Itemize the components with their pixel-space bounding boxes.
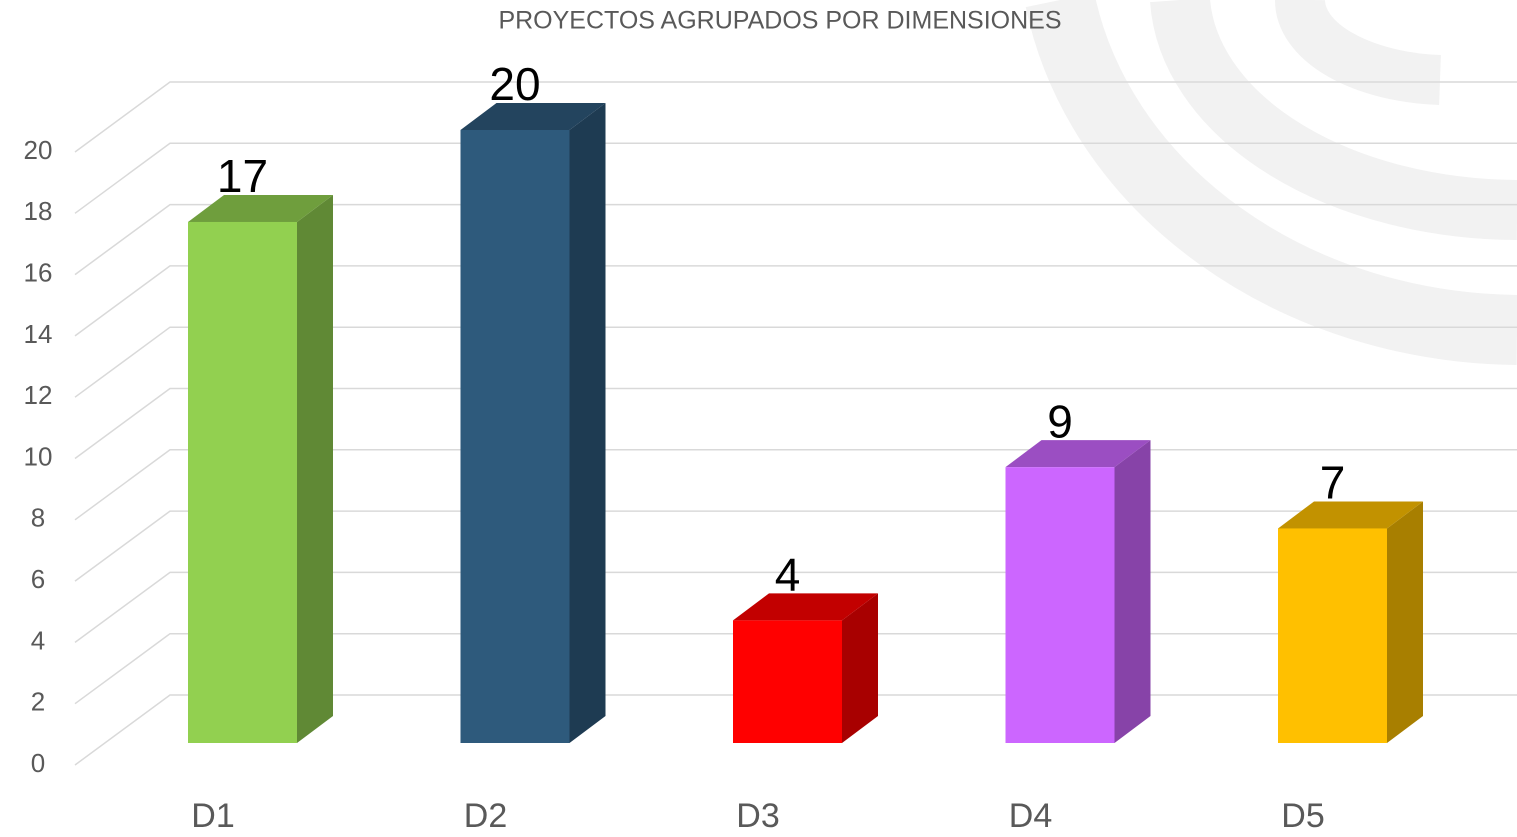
bar-top — [1005, 440, 1151, 468]
grid-line — [74, 203, 1517, 276]
y-tick-label: 4 — [31, 625, 45, 655]
background-decoration — [1025, 0, 1517, 365]
y-tick-label: 18 — [24, 196, 53, 226]
bar-side — [1114, 440, 1151, 743]
data-label: 7 — [1320, 457, 1346, 509]
y-tick-label: 6 — [31, 564, 45, 594]
bar-top — [1278, 501, 1423, 529]
grid-line — [74, 387, 1517, 460]
bar — [1278, 528, 1387, 743]
chart-title: PROYECTOS AGRUPADOS POR DIMENSIONES — [498, 7, 1061, 35]
grid-line — [74, 142, 1517, 214]
bar-top — [460, 103, 606, 130]
bar-side — [842, 593, 878, 743]
data-label: 17 — [217, 150, 268, 202]
y-tick-label: 8 — [31, 503, 45, 533]
y-tick-label: 16 — [24, 257, 53, 287]
y-tick-label: 14 — [24, 319, 53, 349]
y-tick-label: 0 — [31, 748, 45, 778]
data-label: 20 — [489, 58, 540, 110]
y-tick-label: 12 — [24, 380, 53, 410]
grid-line — [74, 326, 1517, 398]
bar — [460, 130, 570, 743]
data-label: 9 — [1047, 395, 1073, 447]
grid-line — [74, 81, 1517, 153]
y-tick-label: 2 — [31, 687, 45, 717]
x-tick-label: D4 — [1009, 797, 1052, 835]
grid-line — [74, 265, 1517, 337]
bar — [733, 620, 842, 743]
y-tick-label: 10 — [24, 441, 53, 471]
x-tick-label: D2 — [464, 797, 507, 835]
y-tick-label: 20 — [24, 135, 53, 165]
bar — [188, 221, 297, 743]
bar — [1005, 467, 1115, 743]
bar-side — [1387, 501, 1423, 743]
data-label: 4 — [775, 549, 801, 601]
x-tick-label: D1 — [191, 797, 234, 835]
bar-top — [733, 593, 878, 621]
bar-side — [569, 103, 606, 743]
bar-top — [188, 194, 333, 222]
x-tick-label: D3 — [736, 797, 779, 835]
x-tick-label: D5 — [1281, 797, 1324, 835]
bar-side — [297, 194, 333, 743]
